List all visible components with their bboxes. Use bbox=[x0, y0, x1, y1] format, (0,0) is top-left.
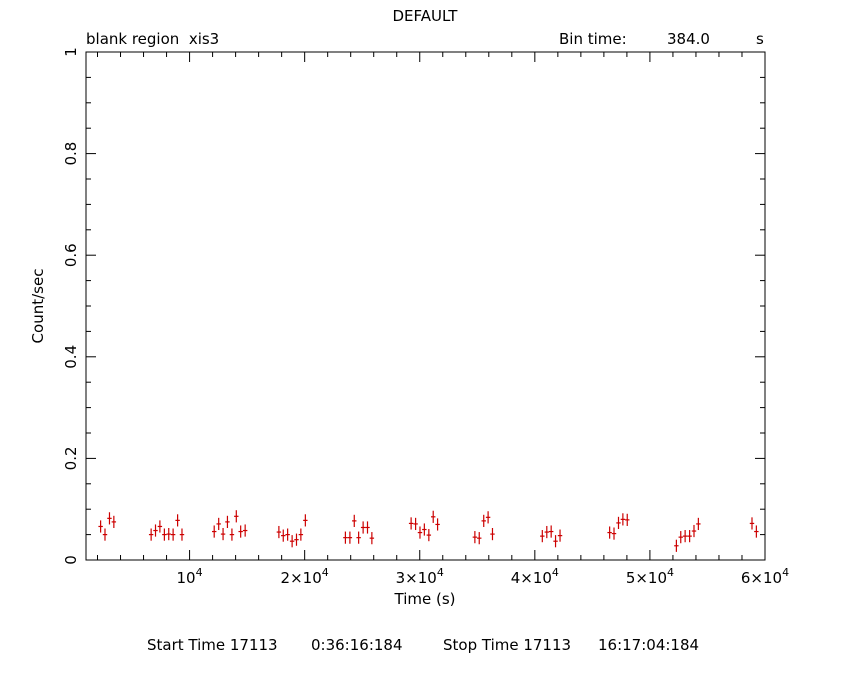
data-point bbox=[298, 528, 304, 541]
y-tick-label: 0.2 bbox=[62, 446, 80, 470]
x-axis: 104 2×104 3×104 4×104 5×104 6×104 bbox=[97, 52, 789, 587]
stop-time-label: Stop Time 17113 bbox=[443, 636, 572, 654]
data-point bbox=[485, 511, 491, 524]
data-point bbox=[413, 517, 418, 531]
bin-time-unit: s bbox=[756, 30, 764, 48]
y-tick-label: 0 bbox=[62, 555, 80, 565]
data-point bbox=[102, 528, 108, 541]
data-point bbox=[111, 515, 117, 528]
data-point bbox=[238, 525, 243, 538]
data-point bbox=[544, 525, 550, 539]
data-point bbox=[225, 515, 230, 528]
data-point bbox=[229, 528, 235, 541]
data-point bbox=[211, 525, 217, 538]
y-tick-label: 0.4 bbox=[62, 345, 80, 369]
bin-time-value: 384.0 bbox=[667, 30, 710, 48]
data-series bbox=[98, 510, 759, 552]
data-point bbox=[625, 513, 630, 526]
data-point bbox=[435, 518, 440, 531]
data-point bbox=[281, 529, 286, 542]
y-axis: 0 0.2 0.4 0.6 0.8 1 bbox=[62, 47, 765, 565]
data-point bbox=[153, 524, 158, 537]
data-point bbox=[431, 510, 436, 523]
data-point bbox=[107, 512, 112, 525]
data-point bbox=[540, 530, 545, 543]
data-point bbox=[754, 525, 759, 538]
x-tick-label: 3×104 bbox=[396, 566, 444, 587]
data-point bbox=[490, 527, 495, 541]
data-point bbox=[303, 514, 308, 527]
data-point bbox=[408, 517, 414, 530]
data-point bbox=[220, 527, 226, 541]
plot-frame bbox=[85, 51, 766, 561]
stop-time-value: 16:17:04:184 bbox=[598, 636, 700, 654]
data-point bbox=[343, 531, 348, 544]
data-point bbox=[294, 533, 299, 546]
chart-title: DEFAULT bbox=[393, 7, 459, 25]
data-point bbox=[481, 514, 486, 527]
data-point bbox=[157, 520, 163, 533]
y-tick-label: 0.8 bbox=[62, 142, 80, 166]
y-tick-label: 0.6 bbox=[62, 243, 80, 267]
data-point bbox=[616, 516, 621, 530]
y-tick-label: 1 bbox=[62, 47, 80, 57]
data-point bbox=[691, 524, 697, 538]
data-point bbox=[678, 531, 683, 544]
x-tick-label: 5×104 bbox=[626, 566, 674, 587]
data-point bbox=[98, 520, 103, 533]
data-point bbox=[179, 528, 185, 541]
data-point bbox=[175, 514, 180, 527]
x-axis-label: Time (s) bbox=[394, 590, 456, 608]
data-point bbox=[166, 527, 171, 541]
data-point bbox=[422, 523, 427, 536]
data-point bbox=[682, 530, 688, 543]
data-point bbox=[620, 513, 626, 526]
data-point bbox=[352, 514, 357, 527]
data-point bbox=[162, 528, 167, 541]
data-point bbox=[553, 535, 558, 548]
data-point bbox=[477, 532, 482, 545]
data-point bbox=[285, 528, 290, 541]
data-point bbox=[360, 521, 366, 534]
data-point bbox=[347, 531, 353, 544]
bin-time-label: Bin time: bbox=[559, 30, 627, 48]
data-point bbox=[242, 524, 248, 537]
data-point bbox=[170, 528, 176, 541]
data-point bbox=[696, 517, 701, 531]
data-point bbox=[234, 510, 239, 523]
y-axis-label: Count/sec bbox=[29, 269, 47, 344]
data-point bbox=[611, 527, 617, 540]
x-tick-label: 6×104 bbox=[741, 566, 789, 587]
data-point bbox=[216, 517, 221, 531]
data-point bbox=[289, 535, 295, 548]
data-point bbox=[356, 531, 361, 544]
data-point bbox=[607, 526, 612, 539]
chart-subtitle-left: blank region xis3 bbox=[86, 30, 219, 48]
data-point bbox=[749, 517, 755, 530]
data-point bbox=[148, 528, 154, 541]
start-time-value: 0:36:16:184 bbox=[311, 636, 403, 654]
data-point bbox=[426, 529, 432, 542]
data-point bbox=[369, 532, 375, 545]
data-point bbox=[674, 539, 679, 552]
data-point bbox=[276, 525, 282, 539]
data-point bbox=[472, 531, 478, 544]
data-point bbox=[548, 525, 554, 538]
start-time-label: Start Time 17113 bbox=[147, 636, 278, 654]
data-point bbox=[557, 529, 563, 542]
x-tick-label: 4×104 bbox=[511, 566, 559, 587]
data-point bbox=[365, 521, 370, 534]
x-tick-label: 104 bbox=[177, 566, 203, 587]
data-point bbox=[417, 526, 423, 539]
data-point bbox=[687, 530, 692, 543]
x-tick-label: 2×104 bbox=[281, 566, 329, 587]
